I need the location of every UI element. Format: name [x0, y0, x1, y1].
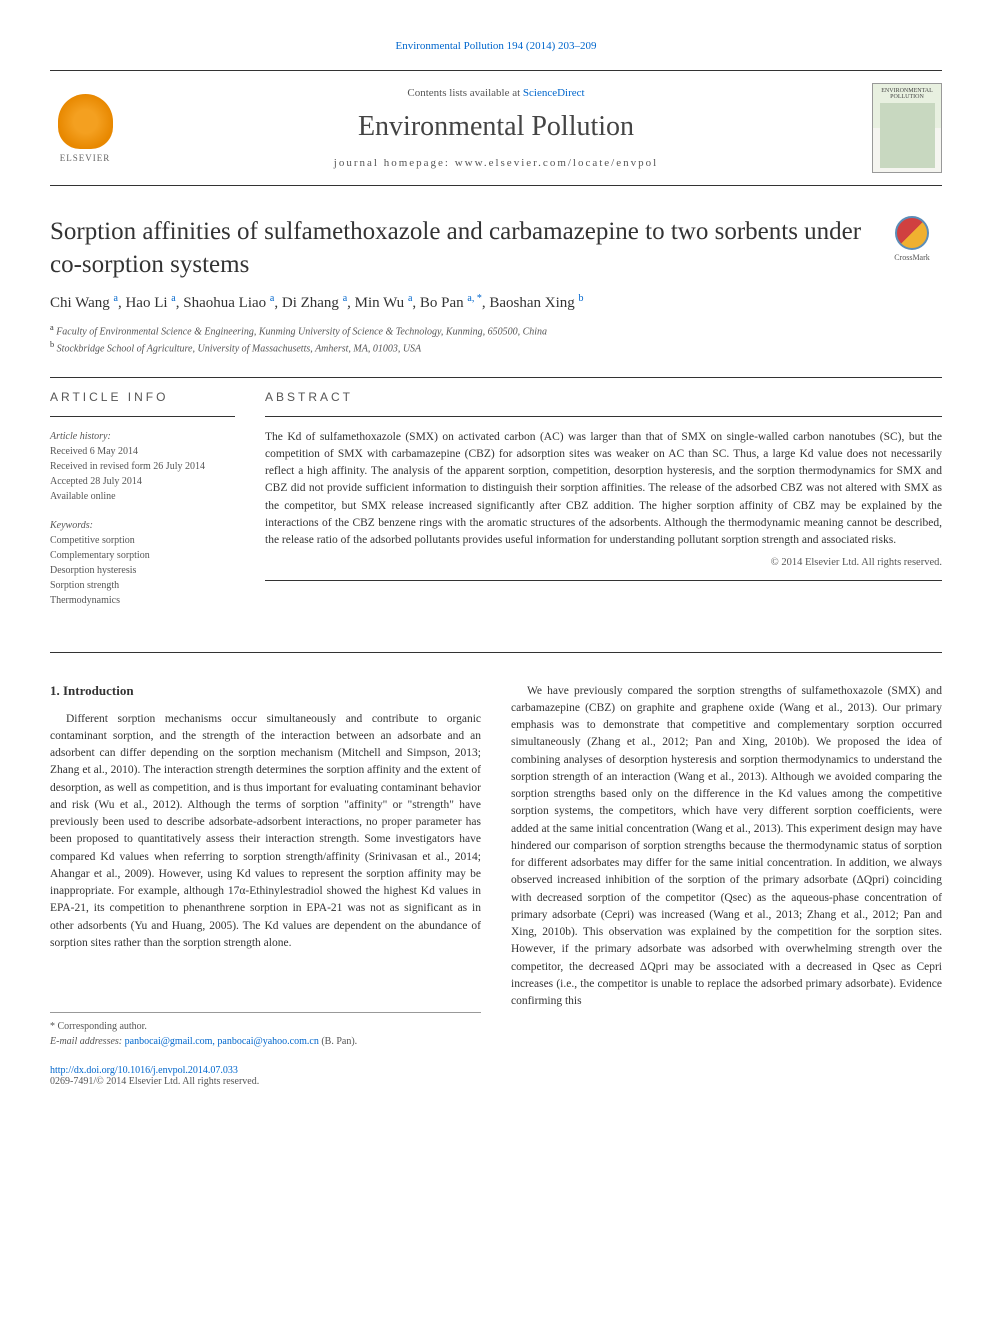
issn-copyright: 0269-7491/© 2014 Elsevier Ltd. All right… — [50, 1076, 481, 1087]
homepage-url[interactable]: www.elsevier.com/locate/envpol — [455, 157, 658, 169]
divider — [50, 377, 942, 378]
history-label: Article history: — [50, 429, 235, 444]
keyword: Desorption hysteresis — [50, 563, 235, 578]
article-title: Sorption affinities of sulfamethoxazole … — [50, 216, 882, 281]
article-info-header: ARTICLE INFO — [50, 390, 235, 404]
contents-prefix: Contents lists available at — [407, 87, 522, 99]
journal-title: Environmental Pollution — [120, 111, 872, 143]
article-title-row: Sorption affinities of sulfamethoxazole … — [50, 216, 942, 281]
journal-header: ELSEVIER Contents lists available at Sci… — [50, 70, 942, 186]
keywords-section: Keywords: Competitive sorption Complemen… — [50, 518, 235, 608]
keyword: Sorption strength — [50, 578, 235, 593]
footer-info: http://dx.doi.org/10.1016/j.envpol.2014.… — [50, 1065, 481, 1087]
elsevier-logo: ELSEVIER — [50, 88, 120, 168]
article-history: Article history: Received 6 May 2014 Rec… — [50, 429, 235, 504]
keywords-label: Keywords: — [50, 518, 235, 533]
abstract-col: ABSTRACT The Kd of sulfamethoxazole (SMX… — [265, 390, 942, 622]
divider — [265, 580, 942, 581]
journal-homepage: journal homepage: www.elsevier.com/locat… — [120, 157, 872, 169]
section-header: 1. Introduction — [50, 683, 481, 699]
contents-available: Contents lists available at ScienceDirec… — [120, 87, 872, 99]
journal-header-center: Contents lists available at ScienceDirec… — [120, 87, 872, 169]
crossmark-badge[interactable]: CrossMark — [882, 216, 942, 266]
body-columns: 1. Introduction Different sorption mecha… — [50, 683, 942, 1088]
elsevier-tree-icon — [58, 94, 113, 149]
footnotes: * Corresponding author. E-mail addresses… — [50, 1012, 481, 1049]
body-paragraph: Different sorption mechanisms occur simu… — [50, 711, 481, 953]
authors-line: Chi Wang a, Hao Li a, Shaohua Liao a, Di… — [50, 293, 942, 312]
accepted-date: Accepted 28 July 2014 — [50, 474, 235, 489]
affiliation-b: Stockbridge School of Agriculture, Unive… — [57, 344, 422, 355]
sciencedirect-link[interactable]: ScienceDirect — [523, 87, 585, 99]
abstract-header: ABSTRACT — [265, 390, 942, 404]
elsevier-label: ELSEVIER — [60, 153, 111, 163]
author-email[interactable]: panbocai@gmail.com, panbocai@yahoo.com.c… — [125, 1036, 319, 1047]
revised-date: Received in revised form 26 July 2014 — [50, 459, 235, 474]
affiliation-a: Faculty of Environmental Science & Engin… — [56, 326, 547, 337]
received-date: Received 6 May 2014 — [50, 444, 235, 459]
cover-title: ENVIRONMENTAL POLLUTION — [873, 88, 941, 100]
body-paragraph: We have previously compared the sorption… — [511, 683, 942, 1011]
email-label: E-mail addresses: — [50, 1036, 125, 1047]
cover-image — [880, 103, 935, 168]
body-col-left: 1. Introduction Different sorption mecha… — [50, 683, 481, 1088]
journal-cover-thumbnail: ENVIRONMENTAL POLLUTION — [872, 83, 942, 173]
abstract-text: The Kd of sulfamethoxazole (SMX) on acti… — [265, 429, 942, 550]
divider — [50, 652, 942, 653]
crossmark-icon — [895, 216, 929, 250]
available-date: Available online — [50, 489, 235, 504]
divider — [265, 416, 942, 417]
abstract-copyright: © 2014 Elsevier Ltd. All rights reserved… — [265, 557, 942, 568]
keyword: Competitive sorption — [50, 533, 235, 548]
email-suffix: (B. Pan). — [319, 1036, 357, 1047]
keyword: Complementary sorption — [50, 548, 235, 563]
divider — [50, 416, 235, 417]
homepage-prefix: journal homepage: — [334, 157, 455, 169]
keyword: Thermodynamics — [50, 593, 235, 608]
article-info-col: ARTICLE INFO Article history: Received 6… — [50, 390, 235, 622]
affiliations: a Faculty of Environmental Science & Eng… — [50, 322, 942, 357]
info-abstract-row: ARTICLE INFO Article history: Received 6… — [50, 390, 942, 622]
body-col-right: We have previously compared the sorption… — [511, 683, 942, 1088]
doi-link[interactable]: http://dx.doi.org/10.1016/j.envpol.2014.… — [50, 1065, 238, 1076]
citation-link[interactable]: Environmental Pollution 194 (2014) 203–2… — [50, 40, 942, 52]
corresponding-author: * Corresponding author. — [50, 1019, 481, 1034]
crossmark-label: CrossMark — [894, 253, 930, 262]
